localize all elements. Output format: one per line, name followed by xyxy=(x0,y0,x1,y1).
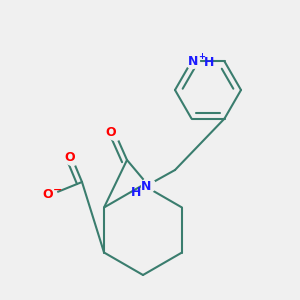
Text: H: H xyxy=(131,187,141,200)
Text: N: N xyxy=(141,181,151,194)
Text: O: O xyxy=(65,152,75,164)
Text: +: + xyxy=(198,52,205,61)
Text: N: N xyxy=(188,55,199,68)
Text: −: − xyxy=(53,185,63,195)
Text: H: H xyxy=(204,56,215,69)
Text: O: O xyxy=(106,127,116,140)
Text: O: O xyxy=(43,188,53,202)
